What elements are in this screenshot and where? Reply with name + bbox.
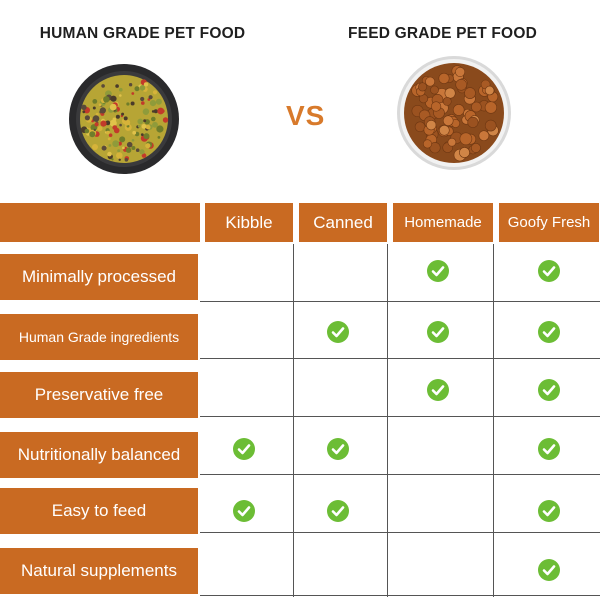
feed-grade-title: FEED GRADE PET FOOD bbox=[348, 25, 537, 42]
check-circle-icon bbox=[427, 379, 449, 401]
row-label-natural-supplements: Natural supplements bbox=[0, 548, 198, 594]
column-header-canned: Canned bbox=[299, 203, 387, 242]
check-circle-icon bbox=[427, 321, 449, 343]
column-header-homemade: Homemade bbox=[393, 203, 493, 242]
row-label-preservative-free: Preservative free bbox=[0, 372, 198, 418]
human-grade-title: HUMAN GRADE PET FOOD bbox=[39, 25, 246, 42]
column-header-kibble: Kibble bbox=[205, 203, 293, 242]
grid-line bbox=[200, 301, 600, 302]
check-circle-icon bbox=[233, 438, 255, 460]
check-circle-icon bbox=[538, 438, 560, 460]
grid-line bbox=[200, 358, 600, 359]
grid-line bbox=[387, 244, 388, 597]
grid-line bbox=[293, 244, 294, 597]
column-header-goofy-fresh: Goofy Fresh bbox=[499, 203, 599, 242]
check-circle-icon bbox=[327, 321, 349, 343]
row-label-easy-to-feed: Easy to feed bbox=[0, 488, 198, 534]
check-circle-icon bbox=[538, 321, 560, 343]
vs-label: VS bbox=[286, 100, 326, 131]
grid-line bbox=[200, 474, 600, 475]
check-circle-icon bbox=[233, 500, 255, 522]
check-circle-icon bbox=[538, 379, 560, 401]
human-food-bowl-icon bbox=[69, 64, 179, 174]
grid-line bbox=[200, 416, 600, 417]
check-circle-icon bbox=[538, 260, 560, 282]
header-label-bar bbox=[0, 203, 200, 242]
check-circle-icon bbox=[427, 260, 449, 282]
check-circle-icon bbox=[538, 559, 560, 581]
check-circle-icon bbox=[327, 500, 349, 522]
grid-line bbox=[200, 595, 600, 596]
check-circle-icon bbox=[538, 500, 560, 522]
grid-line bbox=[200, 532, 600, 533]
row-label-nutritionally-balanced: Nutritionally balanced bbox=[0, 432, 198, 478]
check-circle-icon bbox=[327, 438, 349, 460]
row-label-minimally-processed: Minimally processed bbox=[0, 254, 198, 300]
grid-line bbox=[493, 244, 494, 597]
row-label-human-grade: Human Grade ingredients bbox=[0, 314, 198, 360]
kibble-bowl-icon bbox=[397, 56, 511, 170]
